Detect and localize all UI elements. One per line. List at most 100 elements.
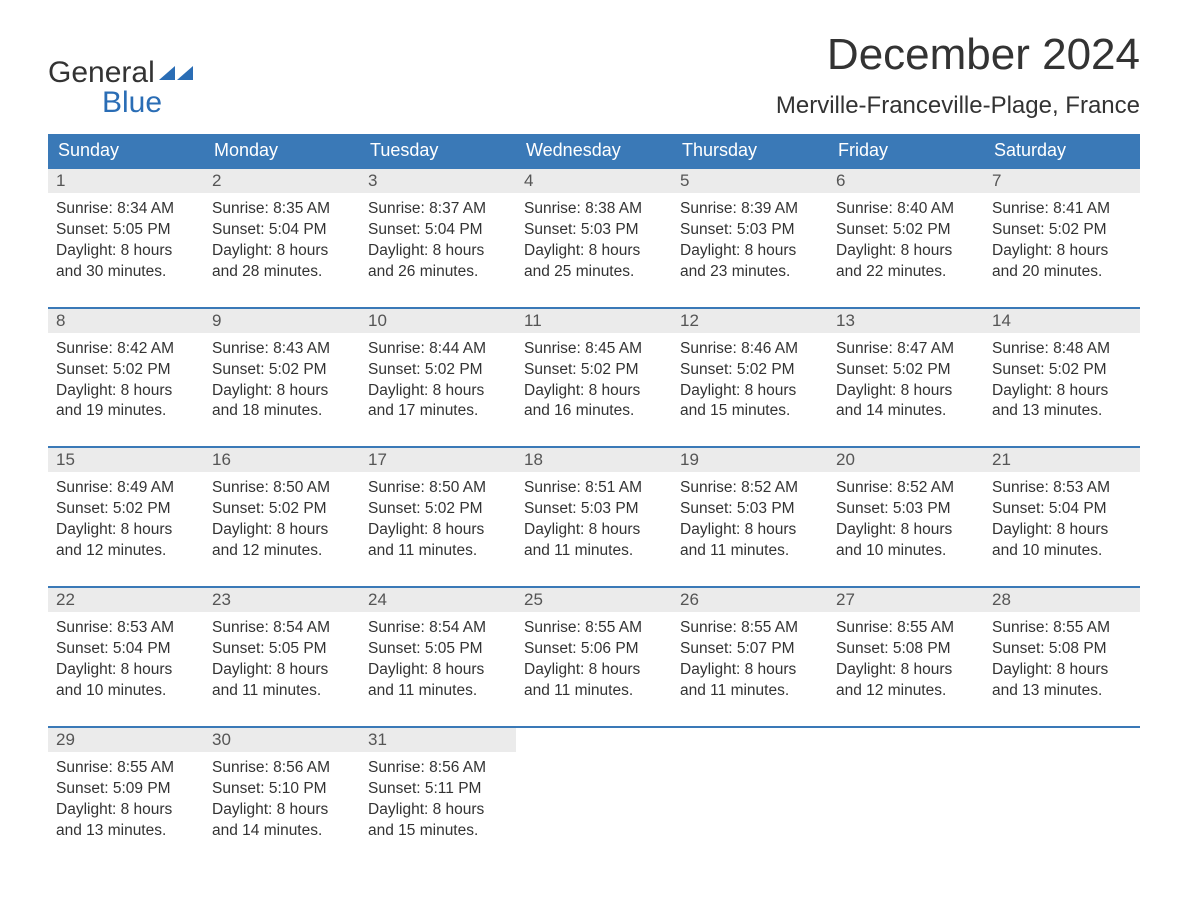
day-number: 12: [672, 309, 828, 333]
day-body: Sunrise: 8:54 AMSunset: 5:05 PMDaylight:…: [204, 612, 360, 712]
daylight-line1: Daylight: 8 hours: [368, 520, 508, 541]
day-number: 24: [360, 588, 516, 612]
day-body: Sunrise: 8:35 AMSunset: 5:04 PMDaylight:…: [204, 193, 360, 293]
sunset-text: Sunset: 5:02 PM: [212, 360, 352, 381]
sunrise-text: Sunrise: 8:43 AM: [212, 339, 352, 360]
day-body: Sunrise: 8:50 AMSunset: 5:02 PMDaylight:…: [360, 472, 516, 572]
daylight-line2: and 16 minutes.: [524, 401, 664, 422]
daylight-line1: Daylight: 8 hours: [212, 660, 352, 681]
daylight-line1: Daylight: 8 hours: [56, 660, 196, 681]
sunset-text: Sunset: 5:02 PM: [524, 360, 664, 381]
day-number: 8: [48, 309, 204, 333]
sunset-text: Sunset: 5:02 PM: [992, 220, 1132, 241]
daylight-line2: and 25 minutes.: [524, 262, 664, 283]
calendar-day-cell: 13Sunrise: 8:47 AMSunset: 5:02 PMDayligh…: [828, 309, 984, 433]
daylight-line2: and 15 minutes.: [680, 401, 820, 422]
sunset-text: Sunset: 5:02 PM: [992, 360, 1132, 381]
daylight-line1: Daylight: 8 hours: [524, 660, 664, 681]
sunset-text: Sunset: 5:03 PM: [836, 499, 976, 520]
daylight-line2: and 26 minutes.: [368, 262, 508, 283]
sunrise-text: Sunrise: 8:48 AM: [992, 339, 1132, 360]
daylight-line2: and 18 minutes.: [212, 401, 352, 422]
daylight-line2: and 13 minutes.: [56, 821, 196, 842]
sunset-text: Sunset: 5:03 PM: [524, 220, 664, 241]
daylight-line2: and 11 minutes.: [524, 681, 664, 702]
calendar-day-cell: 19Sunrise: 8:52 AMSunset: 5:03 PMDayligh…: [672, 448, 828, 572]
sunset-text: Sunset: 5:06 PM: [524, 639, 664, 660]
sunset-text: Sunset: 5:11 PM: [368, 779, 508, 800]
calendar-day-cell: [984, 728, 1140, 852]
weeks-container: 1Sunrise: 8:34 AMSunset: 5:05 PMDaylight…: [48, 167, 1140, 851]
calendar-day-cell: 9Sunrise: 8:43 AMSunset: 5:02 PMDaylight…: [204, 309, 360, 433]
calendar-day-cell: [828, 728, 984, 852]
daylight-line1: Daylight: 8 hours: [56, 381, 196, 402]
day-body: Sunrise: 8:51 AMSunset: 5:03 PMDaylight:…: [516, 472, 672, 572]
day-number: 18: [516, 448, 672, 472]
header: General Blue December 2024 Merville-Fran…: [48, 30, 1140, 120]
day-body: Sunrise: 8:49 AMSunset: 5:02 PMDaylight:…: [48, 472, 204, 572]
day-number: 27: [828, 588, 984, 612]
daylight-line1: Daylight: 8 hours: [992, 241, 1132, 262]
day-number: 22: [48, 588, 204, 612]
sunrise-text: Sunrise: 8:47 AM: [836, 339, 976, 360]
sunset-text: Sunset: 5:02 PM: [368, 360, 508, 381]
sunrise-text: Sunrise: 8:38 AM: [524, 199, 664, 220]
day-header-thursday: Thursday: [672, 134, 828, 167]
daylight-line1: Daylight: 8 hours: [836, 520, 976, 541]
calendar-week: 29Sunrise: 8:55 AMSunset: 5:09 PMDayligh…: [48, 726, 1140, 852]
day-body: Sunrise: 8:37 AMSunset: 5:04 PMDaylight:…: [360, 193, 516, 293]
sunrise-text: Sunrise: 8:55 AM: [680, 618, 820, 639]
sunrise-text: Sunrise: 8:44 AM: [368, 339, 508, 360]
sunset-text: Sunset: 5:03 PM: [680, 220, 820, 241]
day-body: Sunrise: 8:55 AMSunset: 5:08 PMDaylight:…: [828, 612, 984, 712]
sunset-text: Sunset: 5:04 PM: [992, 499, 1132, 520]
sunset-text: Sunset: 5:02 PM: [212, 499, 352, 520]
day-body: Sunrise: 8:45 AMSunset: 5:02 PMDaylight:…: [516, 333, 672, 433]
day-body: Sunrise: 8:52 AMSunset: 5:03 PMDaylight:…: [672, 472, 828, 572]
daylight-line1: Daylight: 8 hours: [680, 381, 820, 402]
sunrise-text: Sunrise: 8:53 AM: [56, 618, 196, 639]
sunrise-text: Sunrise: 8:52 AM: [836, 478, 976, 499]
calendar-day-cell: 29Sunrise: 8:55 AMSunset: 5:09 PMDayligh…: [48, 728, 204, 852]
sunrise-text: Sunrise: 8:41 AM: [992, 199, 1132, 220]
sunset-text: Sunset: 5:03 PM: [680, 499, 820, 520]
day-body: Sunrise: 8:53 AMSunset: 5:04 PMDaylight:…: [984, 472, 1140, 572]
calendar-day-cell: 8Sunrise: 8:42 AMSunset: 5:02 PMDaylight…: [48, 309, 204, 433]
sunrise-text: Sunrise: 8:50 AM: [368, 478, 508, 499]
day-body: Sunrise: 8:41 AMSunset: 5:02 PMDaylight:…: [984, 193, 1140, 293]
calendar-day-cell: 18Sunrise: 8:51 AMSunset: 5:03 PMDayligh…: [516, 448, 672, 572]
day-number: 2: [204, 169, 360, 193]
calendar-week: 15Sunrise: 8:49 AMSunset: 5:02 PMDayligh…: [48, 446, 1140, 572]
daylight-line2: and 13 minutes.: [992, 401, 1132, 422]
calendar-day-cell: 4Sunrise: 8:38 AMSunset: 5:03 PMDaylight…: [516, 169, 672, 293]
daylight-line1: Daylight: 8 hours: [836, 381, 976, 402]
calendar-day-cell: 21Sunrise: 8:53 AMSunset: 5:04 PMDayligh…: [984, 448, 1140, 572]
calendar-day-cell: 1Sunrise: 8:34 AMSunset: 5:05 PMDaylight…: [48, 169, 204, 293]
day-header-friday: Friday: [828, 134, 984, 167]
sunrise-text: Sunrise: 8:51 AM: [524, 478, 664, 499]
sunset-text: Sunset: 5:02 PM: [680, 360, 820, 381]
calendar-day-cell: 10Sunrise: 8:44 AMSunset: 5:02 PMDayligh…: [360, 309, 516, 433]
daylight-line2: and 12 minutes.: [212, 541, 352, 562]
day-body: Sunrise: 8:34 AMSunset: 5:05 PMDaylight:…: [48, 193, 204, 293]
day-body: Sunrise: 8:52 AMSunset: 5:03 PMDaylight:…: [828, 472, 984, 572]
day-number: 14: [984, 309, 1140, 333]
sunset-text: Sunset: 5:04 PM: [56, 639, 196, 660]
sunset-text: Sunset: 5:05 PM: [212, 639, 352, 660]
day-number: 3: [360, 169, 516, 193]
calendar-day-cell: 2Sunrise: 8:35 AMSunset: 5:04 PMDaylight…: [204, 169, 360, 293]
day-number: 26: [672, 588, 828, 612]
calendar-day-cell: 16Sunrise: 8:50 AMSunset: 5:02 PMDayligh…: [204, 448, 360, 572]
sunrise-text: Sunrise: 8:56 AM: [368, 758, 508, 779]
sunrise-text: Sunrise: 8:55 AM: [524, 618, 664, 639]
calendar-day-cell: 3Sunrise: 8:37 AMSunset: 5:04 PMDaylight…: [360, 169, 516, 293]
calendar-day-cell: 26Sunrise: 8:55 AMSunset: 5:07 PMDayligh…: [672, 588, 828, 712]
day-number: 9: [204, 309, 360, 333]
day-body: Sunrise: 8:43 AMSunset: 5:02 PMDaylight:…: [204, 333, 360, 433]
sunset-text: Sunset: 5:02 PM: [836, 360, 976, 381]
day-header-monday: Monday: [204, 134, 360, 167]
sunset-text: Sunset: 5:02 PM: [56, 360, 196, 381]
calendar-day-cell: 20Sunrise: 8:52 AMSunset: 5:03 PMDayligh…: [828, 448, 984, 572]
day-number: 17: [360, 448, 516, 472]
sunset-text: Sunset: 5:02 PM: [368, 499, 508, 520]
